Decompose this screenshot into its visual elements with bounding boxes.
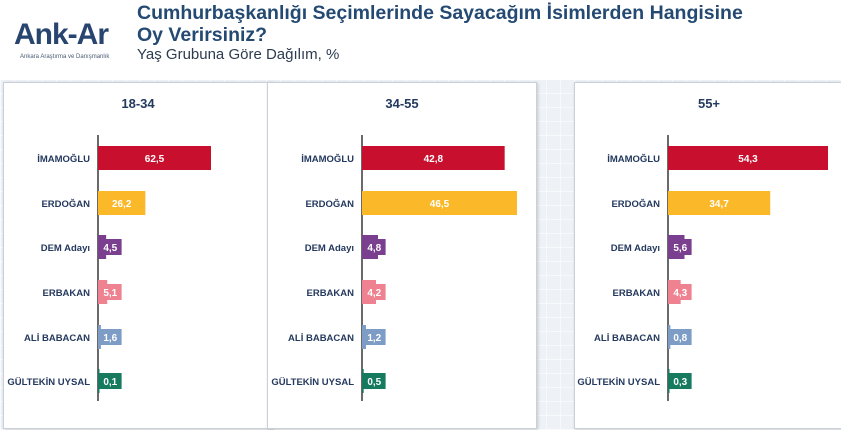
value-label: 0,3	[673, 377, 687, 388]
value-label: 42,8	[424, 154, 444, 165]
value-label: 5,1	[103, 288, 117, 299]
logo-subtitle: Ankara Araştırma ve Danışmanlık	[20, 54, 110, 60]
bar-chart-svg: İMAMOĞLU 54,3 ERDOĞAN 34,7 DEM Adayı 5,6 ERBAK…	[577, 135, 828, 401]
panel-55-plus: 55+ İMAMOĞLU 54,3 ERDOĞAN 34,7 DEM Adayı 5,6 E…	[574, 82, 841, 429]
value-label-box	[669, 329, 692, 345]
value-label: 34,7	[709, 199, 729, 210]
value-label: 62,5	[145, 154, 165, 165]
category-label: GÜLTEKİN UYSAL	[7, 377, 90, 388]
value-label-box	[363, 329, 386, 345]
bar	[98, 369, 100, 393]
value-label: 1,2	[367, 333, 381, 344]
category-label: GÜLTEKİN UYSAL	[577, 377, 660, 388]
panel-34-55: 34-55 İMAMOĞLU 42,8 ERDOĞAN 46,5 DEM Adayı 4,…	[267, 82, 537, 429]
value-label: 46,5	[430, 199, 450, 210]
category-label: İMAMOĞLU	[37, 153, 90, 165]
panel-title: 34-55	[385, 96, 419, 111]
value-label-box	[99, 373, 122, 389]
bar-chart-svg: İMAMOĞLU 62,5 ERDOĞAN 26,2 DEM Adayı 4,5 ERBAK…	[7, 135, 211, 401]
bar	[362, 369, 364, 393]
value-label: 4,3	[673, 288, 687, 299]
category-label: İMAMOĞLU	[607, 153, 660, 165]
value-label-box	[363, 284, 386, 300]
category-label: ALİ BABACAN	[288, 333, 354, 344]
category-label: ERDOĞAN	[611, 198, 660, 210]
value-label-box	[669, 373, 692, 389]
value-label: 4,5	[103, 243, 117, 254]
value-label-box	[363, 373, 386, 389]
panel-title: 18-34	[121, 96, 155, 111]
value-label: 4,8	[367, 243, 381, 254]
bar	[98, 146, 211, 170]
value-label: 0,8	[673, 333, 687, 344]
ankar-logo: Ank-Ar Ankara Araştırma ve Danışmanlık	[14, 14, 124, 66]
value-label-box	[99, 329, 122, 345]
value-label-box	[363, 239, 386, 255]
category-label: DEM Adayı	[611, 243, 660, 254]
category-label: ALİ BABACAN	[594, 333, 660, 344]
value-label-box	[669, 239, 692, 255]
category-label: DEM Adayı	[305, 243, 354, 254]
value-label-box	[99, 284, 122, 300]
value-label: 4,2	[367, 288, 381, 299]
bar-chart-svg: İMAMOĞLU 42,8 ERDOĞAN 46,5 DEM Adayı 4,8 ERBAK…	[271, 135, 517, 401]
bar	[668, 191, 771, 215]
category-label: İMAMOĞLU	[301, 153, 354, 165]
category-label: ERBAKAN	[307, 288, 355, 299]
value-label: 54,3	[738, 154, 758, 165]
bar	[668, 369, 670, 393]
category-label: DEM Adayı	[41, 243, 90, 254]
chart-subtitle: Yaş Grubuna Göre Dağılım, %	[137, 46, 340, 63]
value-label: 5,6	[673, 243, 687, 254]
category-label: GÜLTEKİN UYSAL	[271, 377, 354, 388]
logo-text: Ank-Ar	[14, 18, 109, 51]
panel-18-34: 18-34 İMAMOĞLU 62,5 ERDOĞAN 26,2 DEM Adayı 4,…	[3, 82, 273, 429]
value-label: 1,6	[103, 333, 117, 344]
value-label: 26,2	[112, 199, 132, 210]
bar	[668, 146, 828, 170]
value-label-box	[99, 239, 122, 255]
panel-title: 55+	[697, 96, 721, 111]
category-label: ERBAKAN	[613, 288, 661, 299]
chart-title: Cumhurbaşkanlığı Seçimlerinde Sayacağım …	[137, 2, 743, 46]
value-label: 0,5	[367, 377, 381, 388]
header: Ank-Ar Ankara Araştırma ve Danışmanlık C…	[0, 0, 841, 80]
category-label: ALİ BABACAN	[24, 333, 90, 344]
bar	[98, 191, 146, 215]
category-label: ERDOĞAN	[41, 198, 90, 210]
bar	[362, 191, 517, 215]
value-label-box	[669, 284, 692, 300]
category-label: ERDOĞAN	[305, 198, 354, 210]
category-label: ERBAKAN	[43, 288, 91, 299]
value-label: 0,1	[103, 377, 117, 388]
bar	[362, 146, 505, 170]
